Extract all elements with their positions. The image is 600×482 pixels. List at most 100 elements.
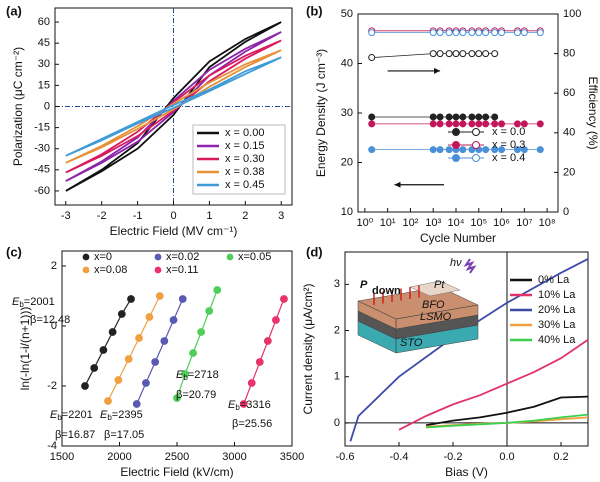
data-point: [213, 286, 222, 294]
data-point: [520, 29, 528, 37]
data-point: [536, 29, 544, 37]
y-tick-label: -15: [34, 122, 50, 134]
annotation-beta: β=16.87: [55, 429, 95, 441]
x-tick-label: 1: [206, 210, 212, 222]
panel: (c) 1500 2000 2500 3000 3500 -4 -2 0 2 Electric Fi…: [6, 244, 304, 479]
arrow-head: [394, 181, 401, 188]
data-point: [482, 146, 490, 154]
legend-marker: [154, 253, 162, 261]
y-tick-label: 3: [334, 278, 340, 290]
data-point: [189, 349, 198, 357]
series-line: [65, 49, 282, 164]
data-point: [482, 50, 490, 58]
annotation-eb: Eb=2395: [100, 409, 143, 422]
x-tick-label: 3: [278, 210, 284, 222]
data-point: [452, 50, 460, 58]
inset-layer-label: BFO: [422, 299, 445, 311]
series-line: [243, 298, 285, 405]
legend-label: x = 0.3: [492, 139, 525, 151]
layer-pt: [409, 280, 461, 297]
data-point: [114, 376, 123, 384]
y-tick-label: 15: [38, 79, 50, 91]
legend-label: x=0.05: [238, 251, 271, 263]
y2-tick-label: 0: [563, 206, 569, 218]
data-point: [155, 292, 164, 300]
legend-label: x=0: [94, 251, 112, 263]
x-tick-label: 1500: [50, 451, 74, 463]
layer-bfo: [357, 286, 479, 330]
data-point: [445, 29, 453, 37]
x-tick-label: 10⁰: [357, 217, 374, 229]
plot-frame: [344, 251, 589, 447]
data-point: [151, 358, 160, 366]
data-point: [445, 120, 453, 128]
data-point: [99, 346, 108, 354]
data-point: [452, 113, 460, 121]
data-point: [482, 113, 490, 121]
panel: (d) -0.6 -0.4 -0.2 0.0 0.2 0 1 2 3 Bias (V) Current…: [301, 244, 589, 479]
legend-label: x = 0.45: [225, 179, 264, 191]
y-axis-label: ln(-ln(1-i/(n+1))): [18, 307, 32, 391]
data-point: [491, 113, 499, 121]
data-point: [436, 50, 444, 58]
data-point: [104, 397, 112, 405]
data-point: [436, 146, 444, 154]
x-tick-label: 10⁶: [493, 217, 510, 229]
legend-marker: [452, 141, 460, 149]
y2-tick-label: 40: [563, 127, 575, 139]
legend-label: x=0.02: [166, 251, 199, 263]
data-point: [520, 146, 528, 154]
legend-label: x = 0.0: [492, 126, 525, 138]
data-point: [429, 29, 437, 37]
data-point: [498, 120, 506, 128]
annotation-eb: Eb=2001: [12, 296, 55, 309]
series-line: [65, 31, 282, 182]
y-tick-label: 60: [38, 16, 50, 28]
x-tick-label: -0.2: [444, 451, 463, 463]
x-tick-label: 3000: [222, 451, 246, 463]
legend-label: x=0.08: [94, 264, 127, 276]
data-point: [263, 337, 272, 345]
x-tick-label: -2: [97, 210, 107, 222]
legend-label: x=0.11: [166, 264, 199, 276]
data-point: [145, 313, 154, 321]
x-tick-label: 0.0: [499, 451, 514, 463]
data-point: [468, 50, 476, 58]
legend-label: 30% La: [538, 319, 576, 331]
y-tick-label: 2: [51, 260, 57, 272]
data-point: [181, 370, 189, 378]
data-point: [468, 113, 476, 121]
data-point: [459, 146, 467, 154]
data-point: [255, 358, 264, 366]
data-point: [429, 120, 437, 128]
legend-marker: [472, 141, 480, 149]
data-point: [475, 50, 483, 58]
x-tick-label: -3: [61, 210, 71, 222]
data-point: [368, 146, 376, 154]
data-point: [491, 50, 499, 58]
data-point: [536, 146, 544, 154]
series-line: [425, 395, 589, 427]
series-line: [425, 413, 589, 429]
legend-marker: [472, 128, 480, 136]
y-axis-label: Current density (μA/cm²): [301, 284, 315, 415]
legend-label: 10% La: [538, 289, 576, 301]
y2-tick-label: 80: [563, 48, 575, 60]
x-tick-label: 10²: [402, 217, 418, 229]
x-tick-label: 0: [170, 210, 176, 222]
data-point: [459, 113, 467, 121]
data-point: [445, 113, 453, 121]
data-point: [197, 328, 206, 336]
legend-label: 20% La: [538, 304, 576, 316]
data-point: [169, 316, 178, 324]
plot-frame: [61, 250, 293, 447]
data-point: [491, 120, 499, 128]
legend-label: 0% La: [538, 274, 570, 286]
data-point: [536, 120, 544, 128]
data-point: [475, 113, 483, 121]
data-point: [368, 54, 376, 62]
panel-label: (c): [6, 244, 22, 259]
annotation-beta: β=12.48: [30, 314, 70, 326]
panel: (b) 10⁰ 10¹ 10² 10³ 10⁴ 10⁵ 10⁶ 10⁷ 10⁸ 10 20 30 40 50…: [306, 3, 600, 245]
legend-label: x = 0.38: [225, 166, 264, 178]
